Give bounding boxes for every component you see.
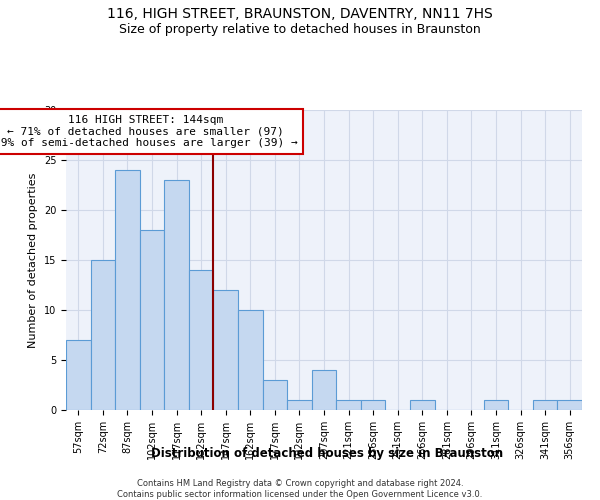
Bar [312,370,336,410]
Text: Distribution of detached houses by size in Braunston: Distribution of detached houses by size … [151,448,503,460]
Bar [533,400,557,410]
Bar [164,180,189,410]
Bar [557,400,582,410]
Bar [66,340,91,410]
Y-axis label: Number of detached properties: Number of detached properties [28,172,38,348]
Bar [115,170,140,410]
Bar [91,260,115,410]
Bar [287,400,312,410]
Text: Contains HM Land Registry data © Crown copyright and database right 2024.: Contains HM Land Registry data © Crown c… [137,479,463,488]
Bar [140,230,164,410]
Bar [484,400,508,410]
Bar [189,270,214,410]
Text: Contains public sector information licensed under the Open Government Licence v3: Contains public sector information licen… [118,490,482,499]
Text: 116 HIGH STREET: 144sqm
← 71% of detached houses are smaller (97)
29% of semi-de: 116 HIGH STREET: 144sqm ← 71% of detache… [0,115,298,148]
Bar [238,310,263,410]
Bar [214,290,238,410]
Text: 116, HIGH STREET, BRAUNSTON, DAVENTRY, NN11 7HS: 116, HIGH STREET, BRAUNSTON, DAVENTRY, N… [107,8,493,22]
Text: Size of property relative to detached houses in Braunston: Size of property relative to detached ho… [119,22,481,36]
Bar [263,380,287,410]
Bar [336,400,361,410]
Bar [361,400,385,410]
Bar [410,400,434,410]
